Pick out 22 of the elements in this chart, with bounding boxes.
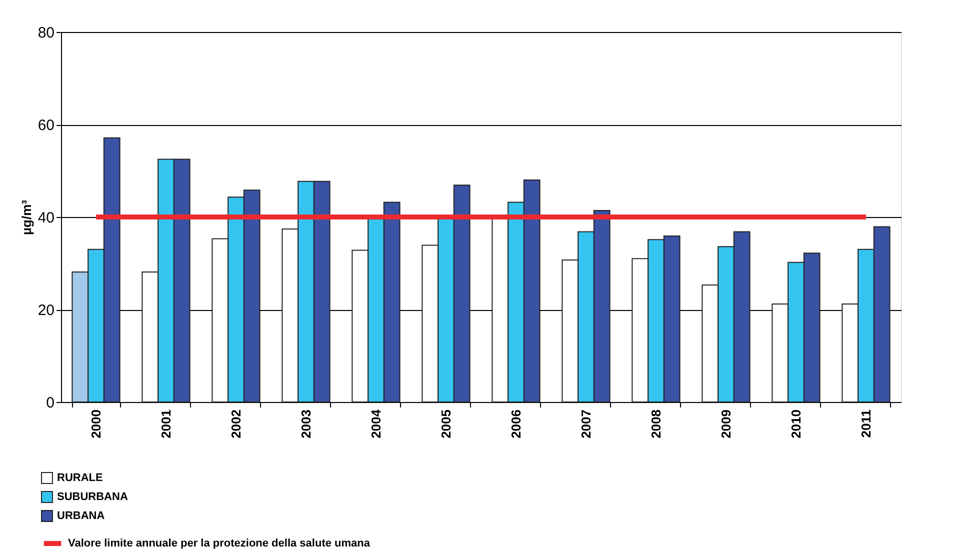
x-tick-label: 2009 — [718, 410, 734, 438]
x-tick-label: 2002 — [228, 410, 244, 438]
y-tick-label: 40 — [38, 210, 54, 226]
y-axis-title: µg/m³ — [18, 199, 34, 235]
x-tick-label: 2004 — [368, 408, 384, 438]
y-tick-label: 0 — [46, 394, 54, 412]
y-tick-label: 20 — [38, 302, 54, 319]
legend-label: SUBURBANA — [57, 491, 128, 503]
x-tick-label: 2008 — [648, 410, 664, 438]
x-tick-label: 2006 — [508, 410, 524, 438]
legend-label: URBANA — [57, 510, 105, 522]
y-tick-label: 60 — [38, 117, 54, 134]
x-tick-label: 2007 — [578, 410, 594, 438]
x-tick-label: 2010 — [788, 410, 804, 438]
legend-label: RURALE — [57, 472, 103, 484]
legend-label: Valore limite annuale per la protezione della salute umana — [68, 538, 371, 550]
y-tick-label: 80 — [38, 24, 54, 42]
x-tick-label: 2005 — [438, 410, 454, 438]
x-tick-label: 2000 — [88, 410, 104, 438]
x-tick-label: 2001 — [158, 410, 174, 438]
x-tick-label: 2003 — [298, 410, 314, 438]
x-tick-label: 2011 — [858, 410, 874, 438]
